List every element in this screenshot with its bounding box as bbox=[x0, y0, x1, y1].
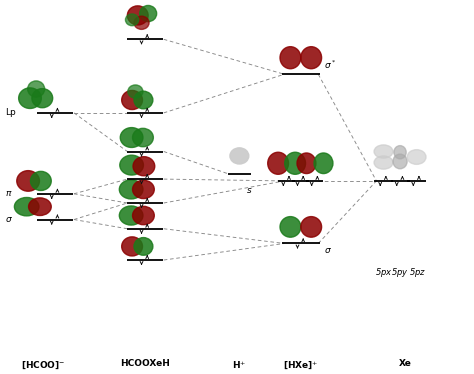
Ellipse shape bbox=[280, 47, 301, 69]
Ellipse shape bbox=[28, 198, 51, 215]
Ellipse shape bbox=[301, 47, 321, 69]
Ellipse shape bbox=[120, 128, 143, 147]
Text: 5$pz$: 5$pz$ bbox=[409, 266, 426, 279]
Text: $\pi$: $\pi$ bbox=[5, 189, 13, 198]
Ellipse shape bbox=[374, 145, 393, 158]
Text: [HXe]$^{+}$: [HXe]$^{+}$ bbox=[283, 359, 319, 371]
Ellipse shape bbox=[268, 152, 289, 174]
Ellipse shape bbox=[301, 217, 321, 237]
Ellipse shape bbox=[133, 206, 155, 225]
Ellipse shape bbox=[27, 81, 45, 97]
Ellipse shape bbox=[14, 197, 39, 216]
Text: Xe: Xe bbox=[398, 359, 411, 368]
Text: Lp: Lp bbox=[5, 108, 16, 117]
Text: s: s bbox=[246, 187, 251, 196]
Text: $\sigma$: $\sigma$ bbox=[5, 215, 13, 224]
Ellipse shape bbox=[230, 148, 249, 164]
Text: H$^{+}$: H$^{+}$ bbox=[232, 359, 246, 371]
Ellipse shape bbox=[32, 89, 53, 108]
Ellipse shape bbox=[393, 154, 407, 169]
Ellipse shape bbox=[314, 153, 333, 174]
Ellipse shape bbox=[280, 217, 301, 237]
Text: 5$py$: 5$py$ bbox=[391, 266, 409, 279]
Ellipse shape bbox=[30, 171, 51, 190]
Ellipse shape bbox=[134, 16, 149, 30]
Ellipse shape bbox=[407, 150, 426, 165]
Text: $\sigma$: $\sigma$ bbox=[324, 246, 332, 255]
Ellipse shape bbox=[297, 153, 316, 174]
Text: 5$px$: 5$px$ bbox=[374, 266, 392, 279]
Ellipse shape bbox=[17, 171, 39, 191]
Ellipse shape bbox=[394, 145, 406, 159]
Ellipse shape bbox=[134, 237, 153, 255]
Ellipse shape bbox=[133, 128, 154, 147]
Ellipse shape bbox=[140, 6, 156, 22]
Ellipse shape bbox=[134, 91, 153, 109]
Ellipse shape bbox=[128, 85, 143, 98]
Ellipse shape bbox=[119, 206, 143, 225]
Ellipse shape bbox=[374, 156, 393, 169]
Ellipse shape bbox=[285, 152, 306, 174]
Ellipse shape bbox=[126, 14, 139, 26]
Ellipse shape bbox=[120, 155, 144, 175]
Text: $\sigma^*$: $\sigma^*$ bbox=[324, 59, 337, 71]
Ellipse shape bbox=[122, 237, 143, 256]
Text: HCOOXeH: HCOOXeH bbox=[120, 359, 170, 368]
Ellipse shape bbox=[133, 157, 155, 176]
Text: [HCOO]$^{-}$: [HCOO]$^{-}$ bbox=[21, 359, 65, 371]
Ellipse shape bbox=[128, 6, 148, 25]
Ellipse shape bbox=[18, 88, 41, 108]
Ellipse shape bbox=[133, 180, 155, 199]
Ellipse shape bbox=[122, 91, 143, 110]
Ellipse shape bbox=[119, 180, 143, 199]
